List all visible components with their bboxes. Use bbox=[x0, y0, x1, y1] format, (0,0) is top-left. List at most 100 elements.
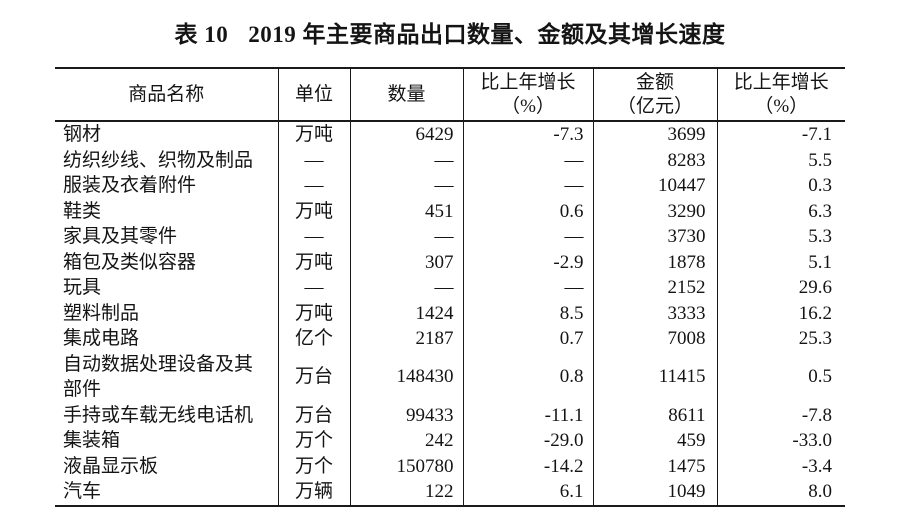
cell-commodity-name: 箱包及类似容器 bbox=[55, 249, 279, 275]
cell-quantity-growth: -29.0 bbox=[463, 428, 594, 454]
table-row: 集装箱 万个 242 -29.0 459 -33.0 bbox=[55, 428, 845, 454]
cell-amount-growth: 29.6 bbox=[798, 277, 832, 298]
cell-commodity-name: 纺织纱线、织物及制品 bbox=[55, 147, 279, 173]
cell-commodity-name: 液晶显示板 bbox=[55, 453, 279, 479]
cell-amount: 8283 bbox=[593, 147, 718, 173]
cell-commodity-name: 塑料制品 bbox=[55, 300, 279, 326]
table-row: 服装及衣着附件 — — — 10447 0.3 bbox=[55, 173, 845, 199]
cell-unit: 万个 bbox=[278, 428, 351, 454]
cell-quantity: — bbox=[350, 173, 464, 199]
cell-quantity: 1424 bbox=[350, 300, 464, 326]
cell-quantity-growth: 0.7 bbox=[463, 326, 594, 352]
cell-commodity-name: 鞋类 bbox=[55, 198, 279, 224]
cell-quantity: — bbox=[350, 147, 464, 173]
cell-amount: 11415 bbox=[593, 351, 718, 403]
cell-unit: — bbox=[278, 173, 351, 199]
cell-amount: 3699 bbox=[593, 121, 718, 148]
table-title-text: 2019 年主要商品出口数量、金额及其增长速度 bbox=[248, 22, 726, 47]
cell-unit: 万台 bbox=[278, 351, 351, 403]
cell-amount: 3290 bbox=[593, 198, 718, 224]
cell-unit: 万吨 bbox=[278, 198, 351, 224]
cell-quantity-growth: 0.8 bbox=[463, 351, 594, 403]
cell-unit: 亿个 bbox=[278, 326, 351, 352]
cell-commodity-name: 集装箱 bbox=[55, 428, 279, 454]
header-amount-growth: 比上年增长 （%） bbox=[717, 68, 845, 122]
cell-quantity: 2187 bbox=[350, 326, 464, 352]
cell-commodity-name: 汽车 bbox=[55, 479, 279, 506]
cell-quantity-growth: -7.3 bbox=[463, 121, 594, 148]
cell-amount: 1475 bbox=[593, 453, 718, 479]
cell-amount: 2152 bbox=[593, 275, 718, 301]
cell-quantity: 451 bbox=[350, 198, 464, 224]
cell-amount-growth: -7.8 bbox=[801, 404, 832, 426]
table-header: 商品名称 单位 数量 比上年增长 （%） 金额 （亿元） bbox=[55, 68, 845, 122]
table-row: 箱包及类似容器 万吨 307 -2.9 1878 5.1 bbox=[55, 249, 845, 275]
table-row: 塑料制品 万吨 1424 8.5 3333 16.2 bbox=[55, 300, 845, 326]
cell-quantity: 307 bbox=[350, 249, 464, 275]
cell-quantity-growth: — bbox=[463, 224, 594, 250]
cell-amount-growth: 5.3 bbox=[808, 226, 832, 247]
cell-quantity: — bbox=[350, 275, 464, 301]
cell-unit: 万个 bbox=[278, 453, 351, 479]
cell-unit: — bbox=[278, 275, 351, 301]
cell-amount-growth: -7.1 bbox=[801, 124, 832, 145]
cell-amount: 1049 bbox=[593, 479, 718, 506]
cell-commodity-name: 钢材 bbox=[55, 121, 279, 148]
cell-unit: 万吨 bbox=[278, 121, 351, 148]
cell-quantity-growth: — bbox=[463, 147, 594, 173]
cell-quantity: 99433 bbox=[350, 402, 464, 428]
cell-amount: 1878 bbox=[593, 249, 718, 275]
cell-quantity: 242 bbox=[350, 428, 464, 454]
cell-amount: 7008 bbox=[593, 326, 718, 352]
table-row: 纺织纱线、织物及制品 — — — 8283 5.5 bbox=[55, 147, 845, 173]
table-row: 集成电路 亿个 2187 0.7 7008 25.3 bbox=[55, 326, 845, 352]
cell-quantity-growth: 6.1 bbox=[463, 479, 594, 506]
table-row: 钢材 万吨 6429 -7.3 3699 -7.1 bbox=[55, 121, 845, 148]
cell-amount: 459 bbox=[593, 428, 718, 454]
cell-amount-growth: 5.1 bbox=[808, 251, 832, 273]
cell-quantity: 122 bbox=[350, 479, 464, 506]
header-amount: 金额 （亿元） bbox=[593, 68, 718, 122]
table-row: 手持或车载无线电话机 万台 99433 -11.1 8611 -7.8 bbox=[55, 402, 845, 428]
header-row: 商品名称 单位 数量 比上年增长 （%） 金额 （亿元） bbox=[55, 68, 845, 122]
table-row: 汽车 万辆 122 6.1 1049 8.0 bbox=[55, 479, 845, 506]
cell-commodity-name: 家具及其零件 bbox=[55, 224, 279, 250]
cell-quantity: — bbox=[350, 224, 464, 250]
cell-commodity-name: 玩具 bbox=[55, 275, 279, 301]
cell-quantity-growth: — bbox=[463, 275, 594, 301]
cell-unit: 万吨 bbox=[278, 300, 351, 326]
cell-quantity-growth: 8.5 bbox=[463, 300, 594, 326]
cell-quantity-growth: -2.9 bbox=[463, 249, 594, 275]
cell-amount-growth: 5.5 bbox=[808, 149, 832, 171]
table-row: 鞋类 万吨 451 0.6 3290 6.3 bbox=[55, 198, 845, 224]
header-quantity-growth: 比上年增长 （%） bbox=[463, 68, 594, 122]
table-row: 玩具 — — — 2152 29.6 bbox=[55, 275, 845, 301]
header-quantity: 数量 bbox=[350, 68, 464, 122]
cell-quantity: 6429 bbox=[350, 121, 464, 148]
cell-quantity: 148430 bbox=[350, 351, 464, 403]
header-unit: 单位 bbox=[278, 68, 351, 122]
cell-quantity-growth: -14.2 bbox=[463, 453, 594, 479]
cell-quantity-growth: 0.6 bbox=[463, 198, 594, 224]
cell-amount-growth: 0.3 bbox=[808, 175, 832, 196]
cell-commodity-name: 服装及衣着附件 bbox=[55, 173, 279, 199]
cell-amount: 3333 bbox=[593, 300, 718, 326]
cell-amount: 8611 bbox=[593, 402, 718, 428]
cell-unit: 万辆 bbox=[278, 479, 351, 506]
cell-unit: — bbox=[278, 224, 351, 250]
table-title: 表 10 2019 年主要商品出口数量、金额及其增长速度 bbox=[0, 15, 900, 49]
cell-unit: 万台 bbox=[278, 402, 351, 428]
cell-amount-growth: -3.4 bbox=[801, 455, 832, 477]
table-row: 自动数据处理设备及其 部件 万台 148430 0.8 11415 0.5 bbox=[55, 351, 845, 403]
cell-unit: 万吨 bbox=[278, 249, 351, 275]
cell-amount-growth: 16.2 bbox=[798, 302, 832, 324]
cell-quantity-growth: -11.1 bbox=[463, 402, 594, 428]
cell-amount-growth: 6.3 bbox=[808, 200, 832, 222]
cell-quantity: 150780 bbox=[350, 453, 464, 479]
header-commodity-name: 商品名称 bbox=[55, 68, 279, 122]
cell-quantity-growth: — bbox=[463, 173, 594, 199]
table-body: 钢材 万吨 6429 -7.3 3699 -7.1 纺织纱线、织物及制品 — —… bbox=[55, 121, 845, 506]
cell-amount-growth: -33.0 bbox=[792, 430, 832, 451]
table-title-label: 表 10 bbox=[174, 22, 229, 47]
